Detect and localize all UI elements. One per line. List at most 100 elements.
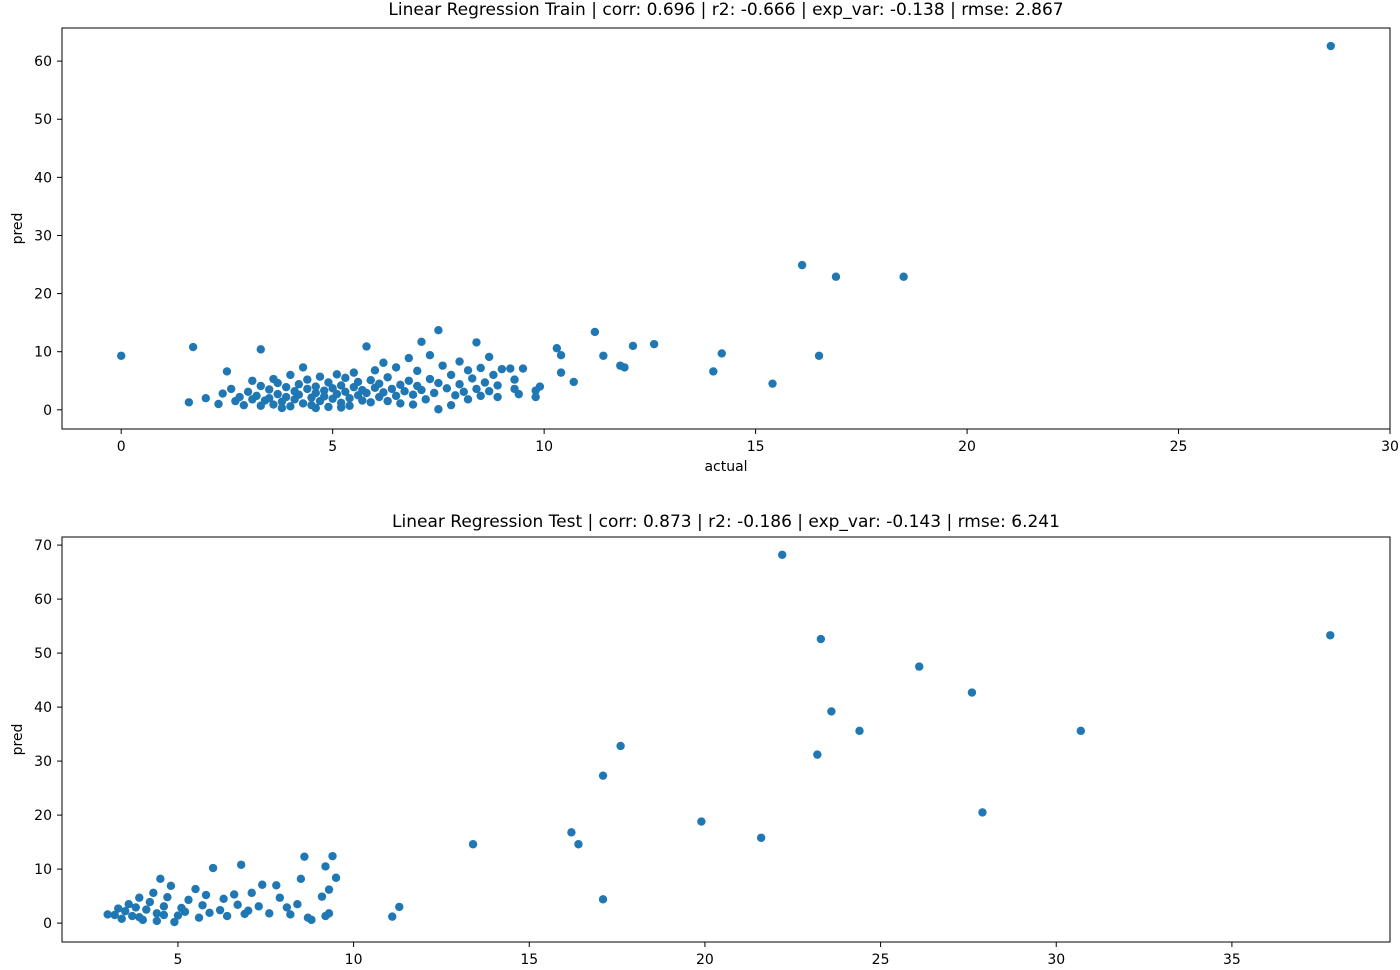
train-data-point <box>332 370 342 379</box>
train-data-point <box>556 350 566 360</box>
train-data-point <box>328 384 337 393</box>
test-data-point <box>567 828 576 837</box>
test-data-point <box>978 808 987 817</box>
train-data-point <box>358 396 367 405</box>
train-data-point <box>188 342 198 352</box>
test-x-tick-label: 35 <box>1223 952 1241 968</box>
train-x-tick-label: 30 <box>1381 439 1399 455</box>
test-data-point <box>131 903 140 912</box>
train-data-point <box>831 272 841 281</box>
test-data-point <box>229 890 239 899</box>
test-y-tick-label: 40 <box>34 700 52 716</box>
train-data-point <box>294 380 304 389</box>
test-data-point <box>915 662 924 671</box>
test-y-tick-label: 0 <box>43 916 52 932</box>
test-data-point <box>135 912 144 922</box>
train-data-point <box>476 391 485 401</box>
test-plot-frame <box>61 536 1391 943</box>
train-data-point <box>506 364 515 373</box>
train-axis-ticks: 0 5 10 15 20 25 30 0 10 20 30 40 50 60 <box>34 54 1399 455</box>
train-x-tick-label: 25 <box>1170 439 1188 455</box>
train-data-point <box>256 381 265 391</box>
train-data-point <box>391 363 401 372</box>
test-data-point <box>215 905 225 915</box>
train-data-point <box>417 385 426 395</box>
test-data-point <box>184 895 193 905</box>
train-data-point <box>489 370 498 380</box>
test-y-tick-label: 50 <box>34 646 52 662</box>
train-data-point <box>480 378 490 387</box>
test-x-tick-label: 25 <box>872 952 890 968</box>
train-data-point <box>298 363 308 372</box>
test-data-point <box>574 840 583 849</box>
test-data-point <box>244 906 253 915</box>
train-data-point <box>311 403 320 413</box>
test-data-point <box>166 881 176 891</box>
test-data-point <box>697 817 706 826</box>
train-data-point <box>362 388 371 398</box>
test-data-point <box>117 914 126 923</box>
train-data-point <box>408 400 418 409</box>
train-data-point <box>404 353 414 363</box>
test-data-point <box>173 911 183 920</box>
train-data-point <box>404 376 414 385</box>
test-data-point <box>272 881 281 890</box>
train-data-point <box>497 364 507 374</box>
train-data-point <box>472 338 481 347</box>
train-y-tick-label: 0 <box>43 403 52 419</box>
train-data-point <box>374 379 384 388</box>
train-data-point <box>569 377 578 387</box>
test-data-point <box>598 771 608 780</box>
test-data-point <box>296 874 306 884</box>
train-data-point <box>362 342 371 351</box>
test-data-point <box>180 907 190 916</box>
test-data-point <box>967 688 977 697</box>
test-x-tick-label: 15 <box>520 952 538 968</box>
train-data-point <box>286 402 295 411</box>
test-x-tick-label: 10 <box>345 952 363 968</box>
test-data-point <box>254 902 263 911</box>
train-data-point <box>239 400 249 410</box>
test-data-point <box>205 908 214 918</box>
test-data-point <box>300 852 309 861</box>
train-data-point <box>417 337 426 347</box>
train-data-point <box>366 398 375 407</box>
train-x-tick-label: 0 <box>117 439 126 455</box>
test-data-point <box>103 910 112 919</box>
train-data-point <box>324 378 333 387</box>
train-data-point <box>341 387 350 397</box>
train-data-point <box>184 398 194 407</box>
train-data-point <box>345 393 354 403</box>
test-data-point <box>468 840 478 849</box>
test-data-point <box>145 897 155 907</box>
train-data-point <box>117 351 126 360</box>
train-data-point <box>396 399 405 408</box>
test-data-point <box>328 851 337 861</box>
train-data-point <box>768 379 777 388</box>
train-data-point <box>248 376 257 385</box>
test-data-point <box>855 726 864 736</box>
test-data-point <box>756 833 766 842</box>
train-data-point <box>425 374 435 384</box>
test-data-point <box>201 890 211 900</box>
train-data-point <box>717 349 726 358</box>
train-data-point <box>311 382 320 391</box>
test-y-tick-label: 20 <box>34 808 52 824</box>
test-data-point <box>275 893 285 902</box>
test-data-point <box>307 915 316 925</box>
test-data-point <box>247 888 256 898</box>
train-y-tick-label: 50 <box>34 112 52 128</box>
test-data-point <box>324 885 334 894</box>
train-data-point <box>451 391 460 400</box>
train-data-point <box>345 401 354 410</box>
train-data-point <box>531 386 540 395</box>
train-data-point <box>797 260 807 270</box>
test-data-point <box>219 894 228 903</box>
train-data-point <box>472 384 481 394</box>
test-data-point <box>395 902 404 912</box>
test-data-point <box>121 907 130 916</box>
test-data-point <box>1076 726 1086 736</box>
train-y-tick-label: 40 <box>34 170 52 186</box>
test-data-point <box>258 880 267 889</box>
